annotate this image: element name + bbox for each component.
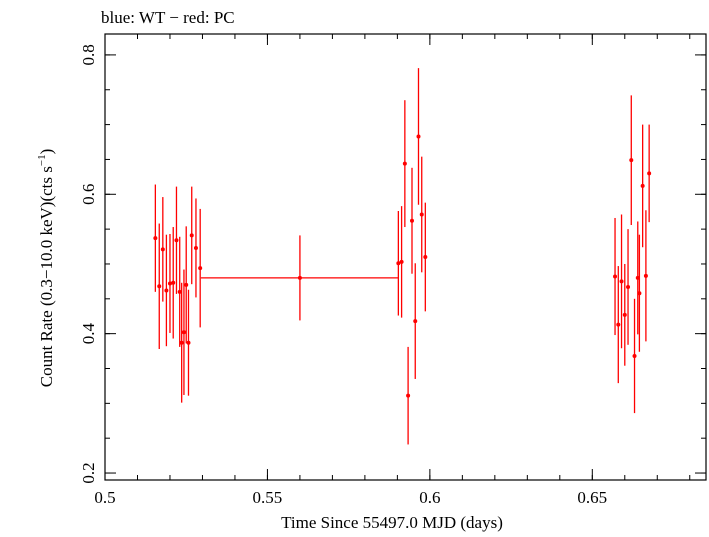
data-marker (186, 340, 191, 345)
x-tick-label: 0.65 (577, 488, 607, 507)
data-point (416, 68, 421, 205)
data-point (626, 229, 631, 345)
data-point (409, 167, 414, 274)
data-series-pc (153, 68, 652, 445)
data-point (167, 234, 172, 333)
tick-labels: 0.5 0.55 0.6 0.65 0.2 0.4 0.6 0.8 (79, 44, 607, 507)
data-point (643, 210, 648, 342)
data-marker (619, 279, 624, 284)
data-point (622, 263, 627, 366)
data-marker (613, 274, 618, 279)
x-tick-label: 0.6 (419, 488, 440, 507)
data-point (200, 235, 400, 321)
data-marker (179, 340, 184, 345)
data-marker (189, 233, 194, 238)
data-point (174, 186, 179, 294)
data-point (186, 289, 191, 396)
axis-ticks (104, 34, 706, 480)
data-marker (396, 261, 401, 266)
y-tick-label: 0.2 (79, 462, 98, 483)
data-point (629, 95, 634, 225)
data-marker (406, 393, 411, 398)
data-marker (160, 247, 165, 252)
data-marker (637, 291, 642, 296)
data-point (616, 266, 621, 384)
data-marker (423, 255, 428, 259)
data-marker (157, 284, 162, 289)
data-marker (416, 134, 421, 139)
data-point (423, 202, 428, 312)
data-point (419, 156, 424, 273)
y-tick-label: 0.8 (79, 44, 98, 65)
data-point (198, 208, 203, 328)
data-point (396, 211, 401, 316)
data-marker (177, 289, 182, 294)
y-axis-title-main: Count Rate (0.3−10.0 keV)(cts s (37, 166, 56, 387)
data-marker (419, 212, 424, 217)
data-point (153, 184, 158, 292)
data-marker (153, 236, 158, 241)
data-marker (643, 273, 648, 278)
y-tick-label: 0.4 (79, 323, 98, 345)
data-marker (622, 312, 627, 317)
data-marker (181, 330, 186, 335)
data-point (193, 198, 198, 298)
data-point (184, 226, 189, 344)
data-marker (174, 238, 179, 243)
y-tick-label: 0.6 (79, 184, 98, 205)
data-point (406, 346, 411, 445)
x-tick-label: 0.55 (253, 488, 283, 507)
x-tick-label: 0.5 (94, 488, 115, 507)
data-marker (632, 353, 637, 358)
data-point (181, 269, 186, 395)
data-marker (409, 218, 414, 223)
data-marker (198, 266, 203, 271)
data-marker (167, 281, 172, 286)
data-point (647, 124, 652, 223)
data-point (189, 186, 194, 285)
data-point (179, 282, 184, 403)
data-marker (626, 284, 631, 289)
data-point (637, 234, 642, 352)
data-point (413, 263, 418, 379)
data-marker (413, 319, 418, 324)
chart-title: blue: WT − red: PC (101, 8, 235, 27)
data-marker (184, 282, 189, 287)
data-point (399, 206, 404, 318)
data-point (613, 217, 618, 336)
data-point (160, 197, 165, 302)
data-marker (402, 161, 407, 166)
data-marker (616, 322, 621, 327)
data-marker (399, 259, 404, 264)
y-axis-title-close: ) (37, 149, 56, 155)
data-marker (164, 288, 169, 293)
data-point (640, 124, 645, 248)
data-marker (640, 183, 645, 188)
data-point (164, 234, 169, 347)
data-marker (193, 245, 198, 250)
data-marker (297, 275, 302, 280)
plot-frame (104, 33, 707, 481)
x-axis-title: Time Since 55497.0 MJD (days) (281, 513, 503, 532)
data-point (632, 298, 637, 414)
data-point (157, 223, 162, 349)
data-point (402, 100, 407, 228)
data-point (171, 227, 176, 339)
data-marker (647, 171, 652, 176)
y-axis-title: Count Rate (0.3−10.0 keV)(cts s−1) (36, 149, 56, 388)
data-point (177, 236, 182, 347)
data-marker (629, 158, 634, 163)
data-marker (171, 280, 176, 285)
data-point (619, 214, 624, 349)
y-axis-title-superscript: −1 (36, 154, 48, 166)
